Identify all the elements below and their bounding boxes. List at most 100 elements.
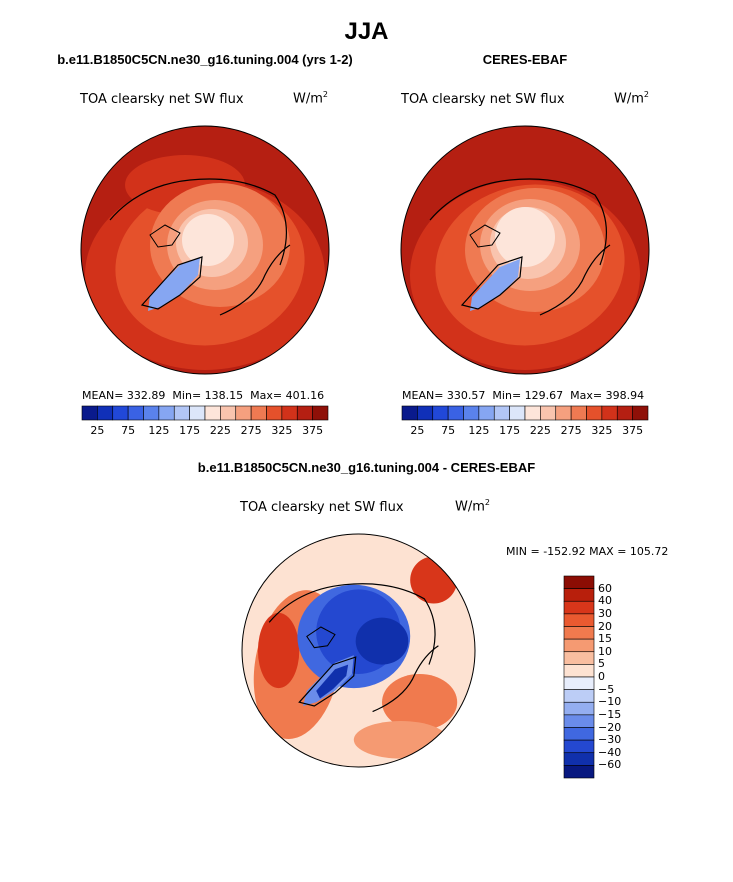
- field-region: [410, 556, 458, 604]
- colorbar-tick-label: −15: [598, 707, 622, 721]
- panel2-colorbar: [401, 405, 649, 421]
- colorbar-swatch: [189, 405, 206, 421]
- colorbar-swatch: [493, 405, 510, 421]
- colorbar-swatch: [281, 405, 298, 421]
- map-boundary: [400, 125, 650, 375]
- coastline: [469, 224, 501, 248]
- colorbar-tick-label: 225: [209, 424, 231, 437]
- coastline: [140, 256, 203, 310]
- colorbar-swatch: [563, 638, 595, 653]
- field-region: [182, 214, 234, 266]
- panel3-colorbar: [563, 575, 595, 779]
- colorbar-swatch: [81, 405, 98, 421]
- coastline: [429, 178, 608, 266]
- coastline: [109, 178, 288, 266]
- colorbar-swatch: [312, 405, 329, 421]
- map-boundary: [80, 125, 330, 375]
- field-region: [382, 674, 458, 731]
- colorbar-tick-label: −30: [598, 733, 622, 747]
- colorbar-swatch: [555, 405, 572, 421]
- coastline: [539, 244, 611, 316]
- colorbar-tick-label: 375: [302, 424, 324, 437]
- colorbar-swatch: [235, 405, 252, 421]
- panel1-variable-label: TOA clearsky net SW flux: [80, 92, 244, 107]
- colorbar-swatch: [563, 613, 595, 627]
- colorbar-swatch: [447, 405, 464, 421]
- colorbar-swatch: [563, 626, 595, 640]
- colorbar-tick-label: 175: [499, 424, 521, 437]
- colorbar-tick-label: 25: [410, 424, 425, 437]
- colorbar-tick-label: −60: [598, 758, 622, 772]
- colorbar-swatch: [296, 405, 313, 421]
- colorbar-swatch: [563, 752, 595, 766]
- colorbar-swatch: [563, 765, 595, 779]
- coastline: [460, 256, 523, 310]
- coastline: [268, 583, 436, 665]
- panel1-title: b.e11.B1850C5CN.ne30_g16.tuning.004 (yrs…: [57, 52, 353, 67]
- colorbar-swatch: [563, 600, 595, 615]
- panel3-colorbar-ticks: 60 40 30 20 15 10 5 0 −5 −10 −15 −20 −30 −40 −60: [598, 576, 638, 778]
- panel2-colorbar-ticks: 25 75 125 175 225 275 325 375: [402, 424, 648, 438]
- colorbar-swatch: [401, 405, 418, 421]
- colorbar-swatch: [266, 405, 283, 421]
- coastline: [372, 645, 439, 713]
- colorbar-swatch: [432, 405, 449, 421]
- panel1-map: [80, 125, 330, 375]
- colorbar-swatch: [158, 405, 175, 421]
- colorbar-tick-label: 0: [598, 670, 605, 683]
- colorbar-swatch: [563, 676, 595, 690]
- colorbar-swatch: [563, 689, 595, 703]
- coastline: [219, 244, 291, 316]
- colorbar-tick-label: 275: [560, 424, 582, 437]
- colorbar-tick-label: 75: [121, 424, 136, 437]
- colorbar-tick-label: 125: [468, 424, 490, 437]
- colorbar-tick-label: 175: [179, 424, 201, 437]
- colorbar-tick-label: 40: [598, 594, 612, 608]
- panel2-stats: MEAN= 330.57 Min= 129.67 Max= 398.94: [402, 389, 645, 402]
- colorbar-swatch: [563, 664, 595, 678]
- greenland-region: [148, 257, 200, 311]
- colorbar-tick-label: −5: [598, 682, 615, 696]
- colorbar-tick-label: 25: [90, 424, 105, 437]
- panel1-units: W/m2: [293, 90, 328, 107]
- colorbar-swatch: [563, 575, 595, 589]
- map-boundary: [241, 533, 476, 768]
- colorbar-tick-label: 60: [598, 581, 612, 595]
- panel1-colorbar: [81, 405, 329, 421]
- colorbar-swatch: [601, 405, 618, 421]
- panel2-map: [400, 125, 650, 375]
- colorbar-tick-label: 20: [598, 619, 612, 633]
- colorbar-tick-label: 225: [529, 424, 551, 437]
- panel3-map: [241, 533, 476, 768]
- colorbar-swatch: [563, 588, 595, 602]
- field-region: [257, 612, 300, 689]
- colorbar-swatch: [97, 405, 114, 421]
- colorbar-swatch: [563, 651, 595, 665]
- coastline: [306, 626, 336, 649]
- colorbar-swatch: [143, 405, 160, 421]
- colorbar-tick-label: −40: [598, 745, 622, 759]
- colorbar-swatch: [417, 405, 434, 421]
- colorbar-swatch: [127, 405, 144, 421]
- colorbar-swatch: [173, 405, 190, 421]
- panel3-title: b.e11.B1850C5CN.ne30_g16.tuning.004 - CE…: [197, 460, 536, 475]
- colorbar-swatch: [204, 405, 221, 421]
- colorbar-tick-label: 125: [148, 424, 170, 437]
- colorbar-swatch: [220, 405, 237, 421]
- panel1-stats: MEAN= 332.89 Min= 138.15 Max= 401.16: [82, 389, 325, 402]
- panel1-colorbar-ticks: 25 75 125 175 225 275 325 375: [82, 424, 328, 438]
- panel3-variable-label: TOA clearsky net SW flux: [240, 500, 404, 515]
- colorbar-swatch: [509, 405, 526, 421]
- colorbar-swatch: [632, 405, 649, 421]
- colorbar-tick-label: 275: [240, 424, 262, 437]
- panel2-units: W/m2: [614, 90, 649, 107]
- colorbar-swatch: [540, 405, 557, 421]
- panel3-units: W/m2: [455, 498, 490, 515]
- panel2-title: CERES-EBAF: [482, 52, 568, 67]
- coastline: [298, 656, 357, 707]
- panel3-stats: MIN = -152.92 MAX = 105.72: [506, 545, 669, 558]
- field-region: [495, 207, 555, 267]
- colorbar-tick-label: 75: [441, 424, 456, 437]
- colorbar-tick-label: 30: [598, 606, 612, 620]
- figure-title: JJA: [344, 18, 389, 45]
